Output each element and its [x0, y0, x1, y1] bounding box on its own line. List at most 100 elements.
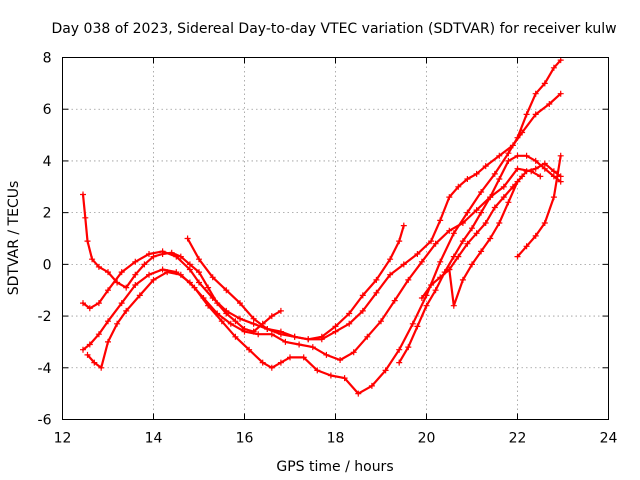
data-point: [223, 287, 230, 294]
data-point: [532, 232, 539, 239]
data-point: [318, 336, 325, 343]
y-tick-label: 6: [43, 102, 52, 118]
data-point: [314, 367, 321, 374]
data-point: [82, 214, 89, 221]
x-tick-label: 24: [600, 431, 618, 447]
data-point: [86, 341, 93, 348]
data-point: [186, 261, 193, 268]
data-point: [177, 271, 184, 278]
data-point: [309, 344, 316, 351]
data-point: [523, 152, 530, 159]
data-point: [132, 271, 139, 278]
data-point: [132, 282, 139, 288]
data-point: [405, 344, 412, 351]
data-point: [84, 238, 91, 245]
data-point: [432, 240, 439, 247]
data-point: [80, 191, 86, 198]
data-point: [287, 354, 293, 361]
data-point: [250, 315, 257, 322]
data-point: [505, 199, 512, 206]
data-point: [450, 302, 457, 309]
data-point: [164, 269, 171, 276]
data-point: [150, 276, 157, 283]
x-tick-label: 14: [145, 431, 163, 447]
data-point: [557, 178, 564, 185]
data-point: [491, 170, 498, 177]
data-point: [500, 183, 507, 190]
data-point: [91, 359, 98, 366]
data-point: [532, 111, 539, 118]
data-point: [505, 157, 512, 164]
data-point: [332, 328, 339, 335]
grid-lines: [62, 57, 609, 420]
data-point: [84, 351, 91, 358]
data-point: [514, 165, 521, 172]
data-point: [450, 230, 457, 237]
data-point: [218, 318, 225, 325]
data-point: [255, 331, 262, 338]
data-point: [519, 173, 526, 180]
data-point: [400, 261, 407, 268]
data-point: [546, 101, 553, 107]
data-point: [437, 274, 444, 281]
data-point: [496, 176, 503, 182]
data-point: [537, 173, 544, 180]
data-point: [532, 157, 539, 164]
data-point: [209, 274, 216, 281]
x-tick-label: 22: [509, 431, 527, 447]
data-point: [350, 349, 357, 356]
data-point: [514, 253, 521, 260]
data-point: [141, 261, 148, 268]
data-point: [473, 170, 480, 177]
data-point: [478, 189, 485, 195]
y-tick-label: -6: [38, 413, 52, 429]
data-point: [118, 300, 125, 307]
series-track-4: [84, 57, 564, 397]
data-point: [473, 230, 480, 237]
data-point: [455, 183, 462, 190]
data-point: [114, 320, 121, 327]
data-point: [123, 307, 130, 314]
data-point: [496, 220, 503, 226]
data-point: [519, 129, 526, 136]
data-point: [378, 318, 384, 325]
data-point: [327, 372, 334, 379]
x-tick-label: 20: [418, 431, 436, 447]
data-point: [437, 258, 444, 265]
data-point: [95, 300, 102, 307]
data-point: [359, 292, 366, 299]
data-point: [346, 320, 353, 327]
data-point: [446, 194, 453, 201]
data-point: [184, 235, 191, 242]
x-tick-label: 16: [236, 431, 254, 447]
data-point: [455, 253, 462, 260]
series-track-3: [80, 165, 544, 363]
data-point: [105, 318, 111, 325]
data-point: [482, 220, 489, 226]
data-point: [532, 165, 539, 172]
data-point: [341, 375, 348, 382]
data-point: [150, 253, 157, 260]
data-point: [541, 80, 548, 87]
data-point: [337, 357, 344, 363]
data-point: [364, 333, 371, 340]
data-point: [232, 333, 239, 340]
data-point: [405, 276, 412, 283]
data-point: [237, 300, 243, 307]
data-point: [414, 323, 421, 330]
data-point: [523, 111, 530, 118]
y-tick-label: 4: [43, 154, 52, 170]
data-point: [223, 307, 230, 314]
data-point: [332, 323, 339, 330]
data-point: [196, 256, 202, 263]
data-point: [550, 194, 557, 201]
data-point: [464, 240, 471, 247]
data-point: [296, 341, 303, 348]
data-point: [532, 90, 539, 97]
data-point: [89, 256, 96, 263]
data-point: [557, 57, 564, 64]
data-point: [205, 284, 212, 291]
series-line: [186, 92, 562, 341]
series-track-8: [446, 173, 526, 273]
